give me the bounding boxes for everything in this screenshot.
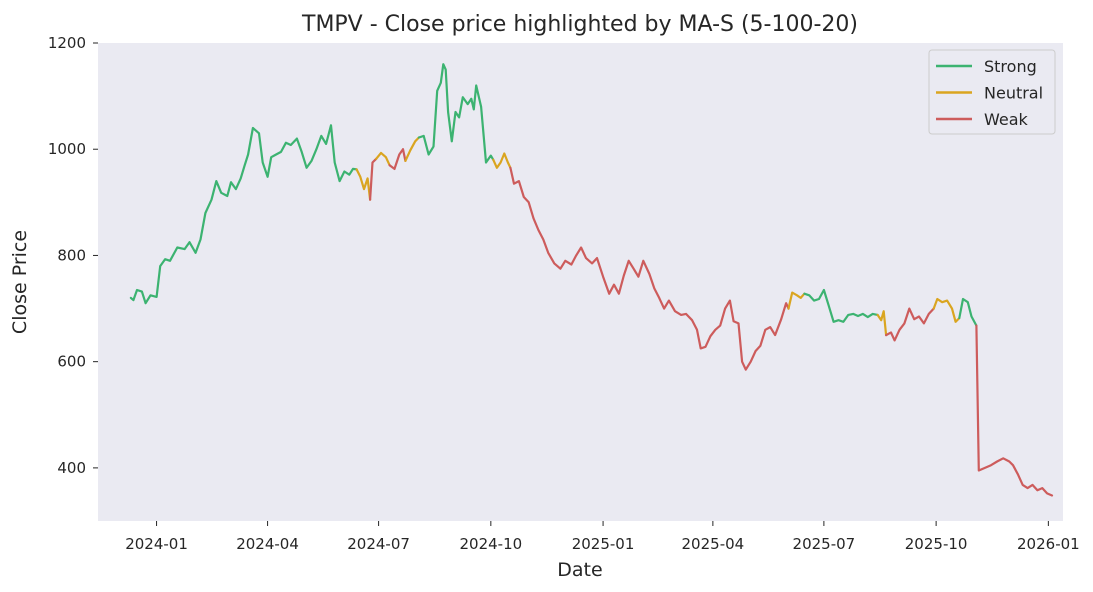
legend-label-weak: Weak	[984, 110, 1029, 129]
series-segment-neutral	[375, 151, 391, 167]
legend-label-strong: Strong	[984, 57, 1037, 76]
legend-box	[928, 49, 1056, 135]
series-segment-neutral	[492, 152, 512, 169]
y-tick-label: 600	[57, 353, 86, 371]
series-segment-neutral	[876, 310, 888, 337]
series-segment-strong	[417, 63, 495, 164]
x-tick-label: 2025-01	[572, 535, 635, 553]
series-segment-weak	[975, 324, 1054, 497]
series-segment-neutral	[404, 136, 420, 162]
x-axis-ticks: 2024-01 2024-04 2024-07 2024-10 2025-01 2025-…	[125, 521, 1080, 553]
series-segment-neutral	[932, 297, 961, 323]
legend: Strong Neutral Weak	[928, 49, 1056, 135]
series-segment-strong	[958, 297, 978, 327]
series-segment-weak	[509, 166, 790, 371]
series-segment-neutral	[355, 168, 372, 201]
x-tick-label: 2024-07	[347, 535, 410, 553]
series-lines	[129, 63, 1054, 497]
y-tick-label: 1200	[48, 34, 86, 52]
legend-label-neutral: Neutral	[984, 84, 1043, 103]
x-tick-label: 2024-01	[125, 535, 188, 553]
x-tick-label: 2025-04	[682, 535, 745, 553]
series-segment-weak	[388, 148, 407, 170]
series-segment-neutral	[787, 291, 806, 310]
y-tick-label: 1000	[48, 140, 86, 158]
y-axis-ticks: 400 600 800 1000 1200	[48, 34, 98, 477]
x-tick-label: 2024-04	[236, 535, 299, 553]
series-segment-weak	[884, 307, 935, 342]
y-tick-label: 800	[57, 246, 86, 264]
y-axis-label: Close Price	[9, 230, 31, 334]
x-tick-label: 2025-07	[793, 535, 856, 553]
x-tick-label: 2026-01	[1017, 535, 1080, 553]
series-segment-strong	[129, 124, 358, 305]
series-segment-weak	[369, 157, 378, 201]
x-tick-label: 2025-10	[905, 535, 968, 553]
series-segment-strong	[803, 288, 879, 323]
chart-title: TMPV - Close price highlighted by MA-S (…	[301, 12, 858, 37]
x-axis-label: Date	[557, 559, 602, 581]
plot-area	[98, 43, 1063, 521]
x-tick-label: 2024-10	[459, 535, 522, 553]
y-tick-label: 400	[57, 459, 86, 477]
